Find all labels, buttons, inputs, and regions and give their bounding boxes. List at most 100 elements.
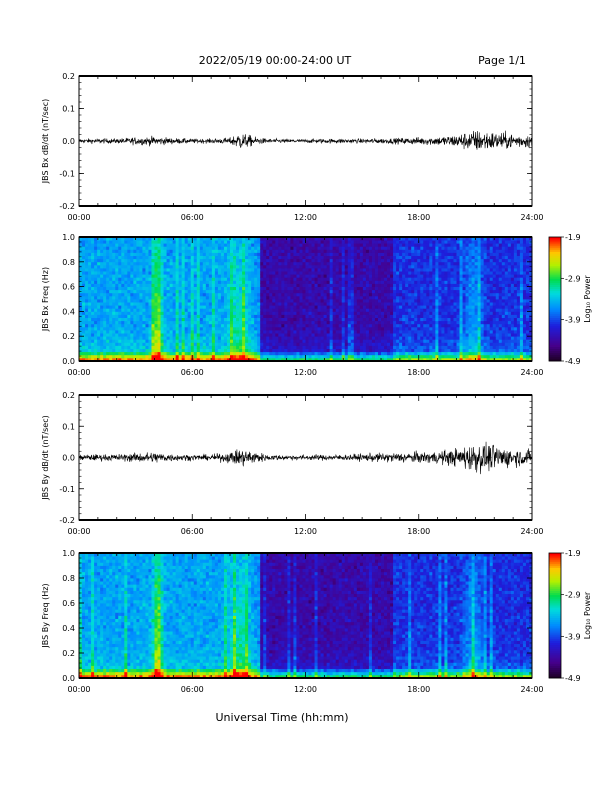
heatmap-cell — [214, 277, 219, 281]
heatmap-cell — [311, 302, 315, 306]
heatmap-cell — [371, 292, 376, 297]
heatmap-cell — [208, 330, 213, 334]
heatmap-cell — [396, 240, 400, 244]
heatmap-cell — [175, 283, 180, 287]
heatmap-cell — [142, 264, 146, 269]
heatmap-cell — [411, 333, 415, 337]
heatmap-cell — [100, 240, 104, 244]
heatmap-cell — [100, 280, 104, 284]
heatmap-cell — [272, 305, 276, 309]
heatmap-cell — [166, 339, 170, 343]
page-title: 2022/05/19 00:00-24:00 UT — [199, 54, 352, 67]
heatmap-cell — [281, 258, 285, 263]
heatmap-cell — [266, 342, 270, 346]
heatmap-cell — [187, 292, 192, 297]
heatmap-cell — [293, 354, 297, 359]
heatmap-cell — [245, 271, 249, 275]
heatmap-cell — [109, 271, 113, 275]
heatmap-cell — [332, 348, 337, 353]
heatmap-cell — [381, 333, 385, 337]
heatmap-cell — [184, 330, 189, 334]
heatmap-cell — [438, 326, 442, 331]
heatmap-cell — [293, 274, 297, 278]
heatmap-cell — [417, 320, 421, 325]
heatmap-cell — [230, 237, 234, 241]
heatmap-cell — [281, 237, 285, 241]
heatmap-cell — [205, 345, 210, 349]
heatmap-cell — [115, 323, 119, 328]
heatmap-cell — [438, 274, 442, 278]
heatmap-cell — [245, 354, 249, 359]
heatmap-cell — [205, 277, 210, 281]
heatmap-cell — [254, 268, 258, 272]
heatmap-cell — [390, 320, 394, 325]
heatmap-cell — [196, 351, 201, 356]
heatmap-cell — [166, 330, 170, 334]
heatmap-cell — [411, 249, 415, 253]
heatmap-cell — [417, 264, 421, 269]
heatmap-cell — [139, 292, 143, 297]
heatmap-cell — [205, 261, 210, 266]
heatmap-cell — [157, 320, 161, 325]
heatmap-cell — [272, 246, 276, 250]
heatmap-cell — [438, 295, 442, 300]
heatmap-cell — [420, 255, 424, 260]
heatmap-cell — [311, 243, 315, 247]
heatmap-cell — [88, 345, 92, 349]
heatmap-cell — [145, 243, 149, 247]
heatmap-cell — [169, 308, 174, 312]
heatmap-cell — [384, 336, 388, 340]
heatmap-cell — [302, 286, 306, 291]
heatmap-cell — [163, 299, 167, 303]
heatmap-cell — [317, 283, 321, 287]
heatmap-cell — [187, 336, 192, 340]
heatmap-cell — [251, 339, 255, 343]
heatmap-cell — [317, 268, 321, 272]
heatmap-cell — [347, 336, 352, 340]
heatmap-cell — [281, 255, 285, 260]
heatmap-cell — [344, 289, 349, 294]
heatmap-cell — [374, 271, 379, 275]
heatmap-cell — [97, 339, 101, 343]
heatmap-cell — [160, 351, 164, 356]
heatmap-cell — [214, 336, 219, 340]
heatmap-cell — [115, 268, 119, 272]
heatmap-cell — [91, 252, 95, 256]
heatmap-cell — [145, 348, 149, 353]
heatmap-cell — [317, 348, 321, 353]
heatmap-cell — [88, 268, 92, 272]
heatmap-cell — [230, 357, 234, 362]
heatmap-cell — [393, 292, 397, 297]
heatmap-cell — [118, 237, 122, 241]
heatmap-cell — [239, 264, 243, 269]
heatmap-cell — [202, 342, 207, 346]
heatmap-cell — [441, 323, 445, 328]
heatmap-cell — [166, 283, 170, 287]
heatmap-cell — [296, 295, 300, 300]
heatmap-cell — [429, 237, 433, 241]
heatmap-cell — [393, 252, 397, 256]
heatmap-cell — [103, 317, 107, 322]
heatmap-cell — [390, 252, 394, 256]
heatmap-cell — [239, 280, 243, 284]
heatmap-cell — [115, 308, 119, 312]
heatmap-cell — [308, 292, 312, 297]
heatmap-cell — [148, 333, 152, 337]
heatmap-cell — [236, 258, 240, 263]
heatmap-cell — [127, 268, 131, 272]
heatmap-cell — [97, 314, 101, 318]
heatmap-cell — [347, 271, 352, 275]
heatmap-cell — [444, 323, 448, 328]
heatmap-cell — [338, 317, 343, 322]
heatmap-cell — [202, 354, 207, 359]
heatmap-cell — [205, 323, 210, 328]
heatmap-cell — [100, 299, 104, 303]
heatmap-cell — [118, 305, 122, 309]
heatmap-cell — [251, 283, 255, 287]
heatmap-cell — [187, 357, 192, 362]
heatmap-cell — [393, 299, 397, 303]
heatmap-cell — [344, 326, 349, 331]
heatmap-cell — [260, 280, 264, 284]
heatmap-cell — [100, 255, 104, 260]
heatmap-cell — [199, 289, 204, 294]
